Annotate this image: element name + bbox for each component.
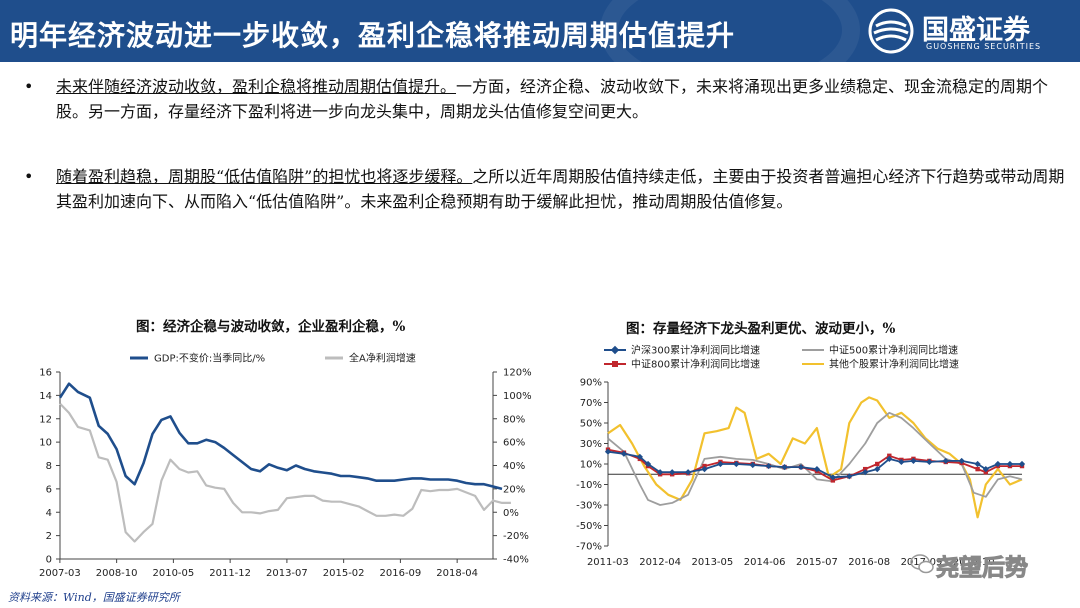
x-tick-label: 2011-03 xyxy=(587,557,629,568)
right-tick-label: 0% xyxy=(503,508,519,519)
bullet-2-text: 之所以近年周期股估值持续走低，主要由于投资者普遍担心经济下行趋势或带动周期其盈利… xyxy=(56,167,1065,211)
x-tick-label: 2013-05 xyxy=(691,557,733,568)
legend-marker xyxy=(610,345,620,355)
right-tick-label: 100% xyxy=(503,391,532,402)
slide-title: 明年经济波动进一步收敛，盈利企稳将推动周期估值提升 xyxy=(10,19,736,52)
y-tick-label: 70% xyxy=(580,398,602,409)
logo-english: GUOSHENG SECURITIES xyxy=(926,42,1042,51)
watermark: 尧望后势 xyxy=(910,546,1060,586)
bullet-marker: • xyxy=(24,77,34,96)
left-tick-label: 4 xyxy=(46,508,52,519)
y-tick-label: 50% xyxy=(580,419,602,430)
logo-emblem-icon xyxy=(868,8,914,54)
bullet-marker: • xyxy=(24,167,34,186)
x-tick-label: 2018-10 xyxy=(953,557,995,568)
y-tick-label: -50% xyxy=(576,521,602,532)
right-tick-label: -20% xyxy=(503,531,529,542)
left-tick-label: 16 xyxy=(39,368,52,379)
chat-bubble-icon xyxy=(910,554,934,574)
legend-label: 沪深300累计净利润同比增速 xyxy=(631,344,760,357)
series-line-gdp xyxy=(58,382,503,491)
x-tick-label: 2011-12 xyxy=(209,568,251,579)
data-point-zz800 xyxy=(975,466,980,472)
left-tick-label: 6 xyxy=(46,484,52,495)
x-tick-label: 2012-04 xyxy=(639,557,681,568)
right-tick-label: 60% xyxy=(503,438,525,449)
header-bar: 明年经济波动进一步收敛，盈利企稳将推动周期估值提升 国盛证券 GUOSHENG … xyxy=(0,0,1080,62)
series-line-3 xyxy=(607,396,1023,519)
y-tick-label: 30% xyxy=(580,439,602,450)
left-tick-label: 10 xyxy=(39,438,52,449)
chart-2: -70% -50% -30% -10% 10% 30% 50% 70% 90% 2011-03 20… xyxy=(576,344,1026,568)
x-tick-label: 2018-04 xyxy=(436,568,478,579)
left-tick-label: 8 xyxy=(46,461,52,472)
x-tick-label: 2008-10 xyxy=(96,568,138,579)
y-tick-label: -10% xyxy=(576,480,602,491)
series-line-profit xyxy=(59,402,511,543)
x-tick-label: 2015-07 xyxy=(796,557,838,568)
legend-label: 中证800累计净利润同比增速 xyxy=(631,358,760,371)
left-tick-label: 14 xyxy=(39,391,52,402)
right-tick-label: 120% xyxy=(503,368,532,379)
bullet-1-highlight: 未来伴随经济波动收敛，盈利企稳将推动周期估值提升。 xyxy=(56,77,457,96)
chart-2-title: 图：存量经济下龙头盈利更优、波动更小，% xyxy=(626,321,896,337)
x-tick-label: 2007-03 xyxy=(39,568,81,579)
y-tick-label: 10% xyxy=(580,460,602,471)
legend-label: 其他个股累计净利润同比增速 xyxy=(829,358,959,371)
x-tick-label: 2016-09 xyxy=(380,568,422,579)
y-tick-label: 90% xyxy=(580,378,602,389)
x-tick-label: 2015-02 xyxy=(323,568,365,579)
x-tick-label: 2014-06 xyxy=(744,557,786,568)
logo-name: 国盛证券 xyxy=(922,15,1030,46)
y-tick-label: -30% xyxy=(576,501,602,512)
bullet-2-highlight: 随着盈利趋稳，周期股“低估值陷阱”的担忧也将逐步缓释。 xyxy=(56,167,473,186)
y-tick-label: -70% xyxy=(576,542,602,553)
watermark-text: 尧望后势 xyxy=(936,555,1029,582)
source-note: 资料来源：Wind，国盛证券研究所 xyxy=(8,591,180,604)
data-point-zz800 xyxy=(875,461,880,467)
legend-label: 全A净利润增速 xyxy=(349,352,416,365)
legend-label: 中证500累计净利润同比增速 xyxy=(829,344,958,357)
right-tick-label: -40% xyxy=(503,555,529,566)
company-logo: 国盛证券 GUOSHENG SECURITIES xyxy=(866,6,1066,56)
x-tick-label: 2010-05 xyxy=(152,568,194,579)
right-tick-label: 20% xyxy=(503,484,525,495)
legend-marker xyxy=(612,361,618,367)
bullet-1-text: 一方面，经济企稳、波动收敛下，未来将涌现出更多业绩稳定、现金流稳定的周期个股。另… xyxy=(56,77,1049,121)
right-tick-label: 80% xyxy=(503,414,525,425)
left-tick-label: 0 xyxy=(46,555,52,566)
header-decoration xyxy=(600,0,860,62)
x-tick-label: 2013-07 xyxy=(266,568,308,579)
right-tick-label: 40% xyxy=(503,461,525,472)
series-line-1 xyxy=(607,411,1023,506)
x-tick-label: 2016-08 xyxy=(848,557,890,568)
chart-1: 0 2 4 6 8 10 12 14 16 -40% -20% 0% 20% 40% 60% 80% 100% 1… xyxy=(39,352,532,580)
left-tick-label: 2 xyxy=(46,531,52,542)
chart-1-title: 图：经济企稳与波动收敛，企业盈利企稳，% xyxy=(136,319,406,335)
legend-label: GDP:不变价:当季同比/% xyxy=(154,352,265,365)
left-tick-label: 12 xyxy=(39,414,52,425)
